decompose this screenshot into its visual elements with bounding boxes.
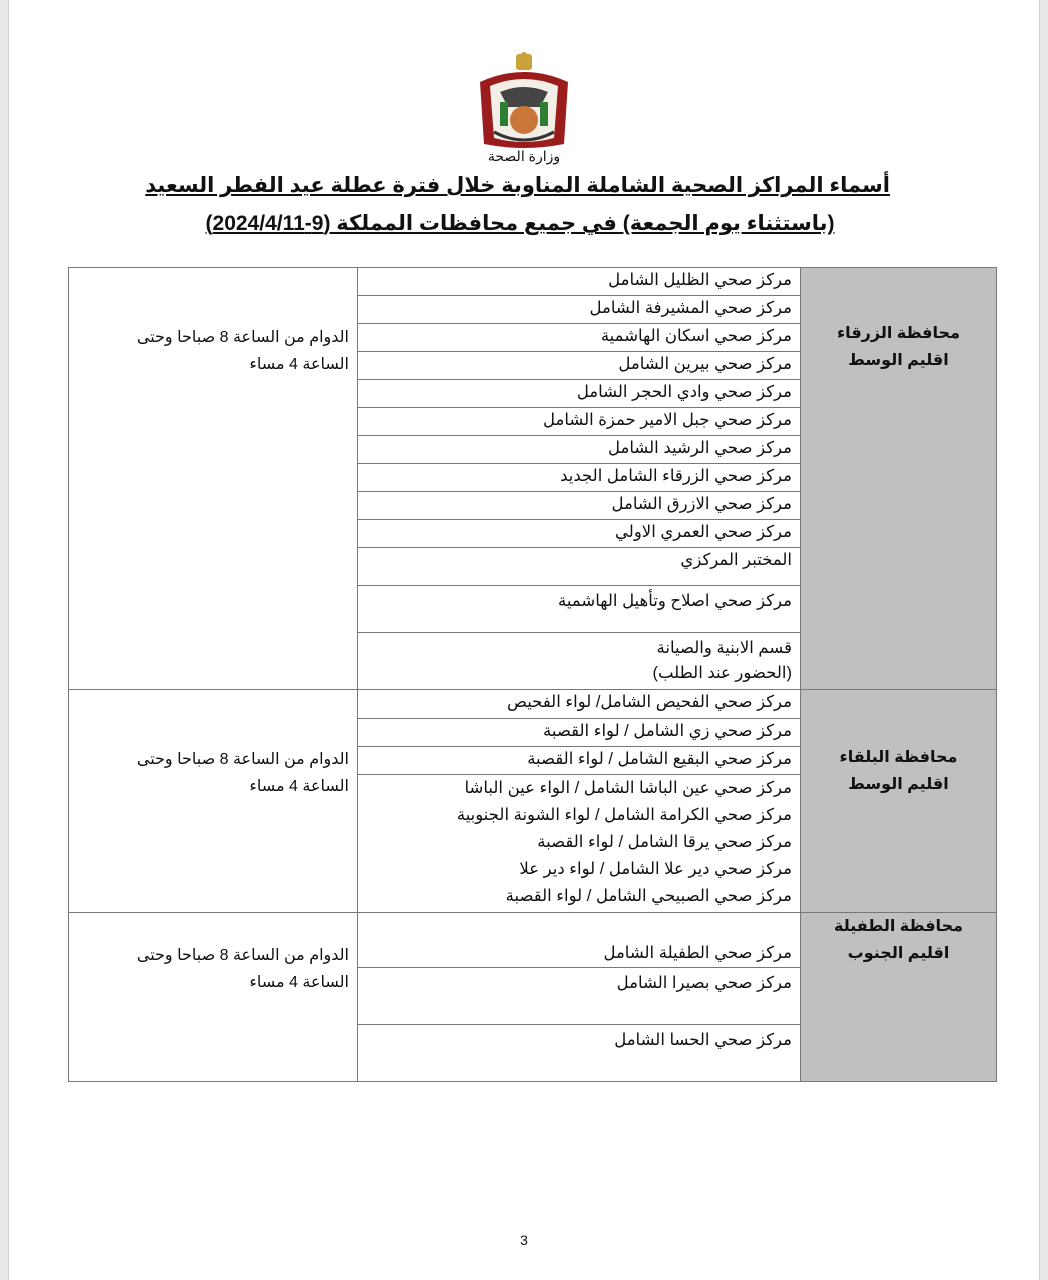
center-row: مركز صحي وادي الحجر الشامل bbox=[358, 380, 800, 408]
center-row: مركز صحي الطفيلة الشامل bbox=[358, 913, 800, 968]
hours-line: الساعة 4 مساء bbox=[249, 778, 349, 795]
center-row: مركز صحي الازرق الشامل bbox=[358, 492, 800, 520]
center-row: مركز صحي الظليل الشامل bbox=[358, 268, 800, 296]
working-hours: الدوام من الساعة 8 صباحا وحتى الساعة 4 مس… bbox=[69, 268, 358, 689]
region-name: اقليم الجنوب bbox=[847, 945, 950, 962]
page-number: 3 bbox=[520, 1232, 528, 1248]
governorate-name: محافظة الزرقاء bbox=[837, 325, 960, 342]
center-row: مركز صحي زي الشامل / لواء القصبة bbox=[358, 719, 800, 747]
document-subtitle: (باستثناء يوم الجمعة) في جميع محافظات ال… bbox=[205, 212, 835, 235]
center-row: مركز صحي دير علا الشامل / لواء دير علا bbox=[519, 860, 792, 878]
center-row: مركز صحي اصلاح وتأهيل الهاشمية bbox=[358, 586, 800, 633]
center-row: مركز صحي جبل الامير حمزة الشامل bbox=[358, 408, 800, 436]
governorate-cell: محافظة الطفيلة اقليم الجنوب bbox=[800, 913, 996, 1081]
ministry-name: وزارة الصحة bbox=[487, 148, 561, 164]
jordan-coat-of-arms-icon bbox=[480, 52, 568, 148]
governorate-name: محافظة الطفيلة bbox=[833, 918, 963, 935]
center-row: مركز صحي الزرقاء الشامل الجديد bbox=[358, 464, 800, 492]
center-row: مركز صحي المشيرفة الشامل bbox=[358, 296, 800, 324]
center-row: قسم الابنية والصيانة (الحضور عند الطلب) bbox=[358, 633, 800, 689]
center-row: مركز صحي الكرامة الشامل / لواء الشونة ال… bbox=[456, 806, 792, 824]
governorate-cell: محافظة البلقاء اقليم الوسط bbox=[800, 690, 996, 912]
center-row: مركز صحي اسكان الهاشمية bbox=[358, 324, 800, 352]
working-hours: الدوام من الساعة 8 صباحا وحتى الساعة 4 مس… bbox=[69, 690, 358, 912]
hours-line: الساعة 4 مساء bbox=[249, 974, 349, 991]
hours-line: الدوام من الساعة 8 صباحا وحتى bbox=[136, 947, 349, 964]
center-row: المختبر المركزي bbox=[358, 548, 800, 586]
hours-line: الدوام من الساعة 8 صباحا وحتى bbox=[136, 329, 349, 346]
governorate-cell: محافظة الزرقاء اقليم الوسط bbox=[800, 268, 996, 689]
center-row: مركز صحي الفحيص الشامل/ لواء الفحيص bbox=[358, 690, 800, 719]
center-row: مركز صحي الحسا الشامل bbox=[614, 1031, 792, 1049]
center-name: قسم الابنية والصيانة bbox=[656, 639, 792, 657]
center-note: (الحضور عند الطلب) bbox=[652, 664, 792, 682]
working-hours: الدوام من الساعة 8 صباحا وحتى الساعة 4 مس… bbox=[69, 913, 358, 1081]
center-row: مركز صحي الرشيد الشامل bbox=[358, 436, 800, 464]
hours-line: الدوام من الساعة 8 صباحا وحتى bbox=[136, 751, 349, 768]
section-zarqa: الدوام من الساعة 8 صباحا وحتى الساعة 4 مس… bbox=[68, 267, 997, 690]
center-row: مركز صحي الصبيحي الشامل / لواء القصبة bbox=[505, 887, 792, 905]
center-row: مركز صحي بيرين الشامل bbox=[358, 352, 800, 380]
region-name: اقليم الوسط bbox=[848, 776, 949, 793]
section-tafila: الدوام من الساعة 8 صباحا وحتى الساعة 4 مس… bbox=[68, 912, 997, 1082]
center-row: مركز صحي بصيرا الشامل bbox=[358, 968, 800, 1025]
center-row: مركز صحي عين الباشا الشامل / الواء عين ا… bbox=[464, 779, 792, 797]
center-row: مركز صحي البقيع الشامل / لواء القصبة bbox=[358, 747, 800, 775]
section-balqa: الدوام من الساعة 8 صباحا وحتى الساعة 4 مس… bbox=[68, 689, 997, 913]
region-name: اقليم الوسط bbox=[848, 352, 949, 369]
center-row: مركز صحي يرقا الشامل / لواء القصبة bbox=[537, 833, 792, 851]
hours-line: الساعة 4 مساء bbox=[249, 356, 349, 373]
center-row: مركز صحي العمري الاولي bbox=[358, 520, 800, 548]
governorate-name: محافظة البلقاء bbox=[839, 749, 958, 766]
document-title: أسماء المراكز الصحية الشاملة المناوبة خل… bbox=[145, 174, 890, 197]
